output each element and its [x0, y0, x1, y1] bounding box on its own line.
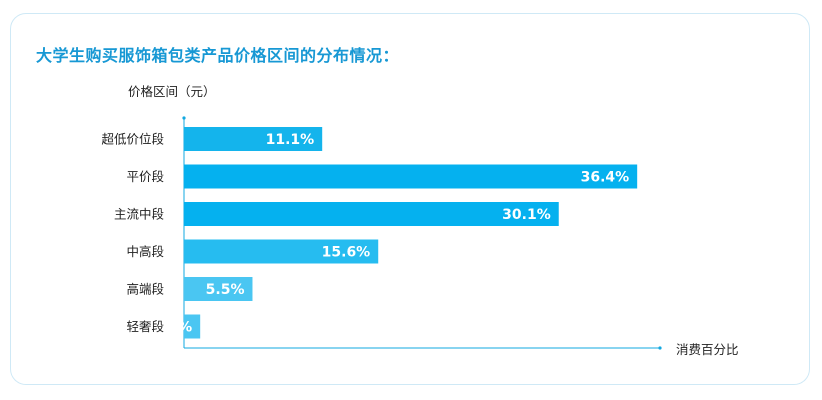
chart-axes — [182, 116, 662, 350]
bar-value-label: 30.1% — [502, 207, 551, 223]
bar — [184, 239, 379, 264]
bar — [184, 127, 323, 151]
chart-card — [10, 13, 810, 385]
bar-value-label: 11.1% — [266, 132, 315, 148]
bar-value-label: 36.4% — [581, 170, 630, 186]
y-axis-end-dot — [182, 116, 186, 120]
bar-series: 11.1% 超低价位段 36.4% 平价段 30.1% 主流中段 15.6% 中高段 5.5% 高… — [101, 127, 638, 339]
category-label: 中高段 — [126, 244, 164, 259]
bar-value-label: 5.5% — [206, 282, 245, 298]
chart-title: 大学生购买服饰箱包类产品价格区间的分布情况： — [36, 46, 400, 65]
category-label: 超低价位段 — [101, 132, 164, 147]
x-axis-label: 消费百分比 — [676, 342, 739, 357]
x-axis-end-dot — [658, 346, 662, 350]
bar-value-label: 15.6% — [322, 245, 371, 261]
bar — [184, 164, 638, 189]
y-axis-label: 价格区间（元） — [128, 84, 216, 99]
category-label: 轻奢段 — [126, 319, 164, 334]
bar — [184, 314, 201, 339]
category-label: 平价段 — [126, 169, 164, 184]
category-label: 高端段 — [126, 282, 164, 297]
bar — [184, 277, 253, 301]
bar — [184, 202, 559, 226]
category-label: 主流中段 — [114, 207, 164, 222]
bar-value-label: 1.3% — [153, 320, 192, 336]
